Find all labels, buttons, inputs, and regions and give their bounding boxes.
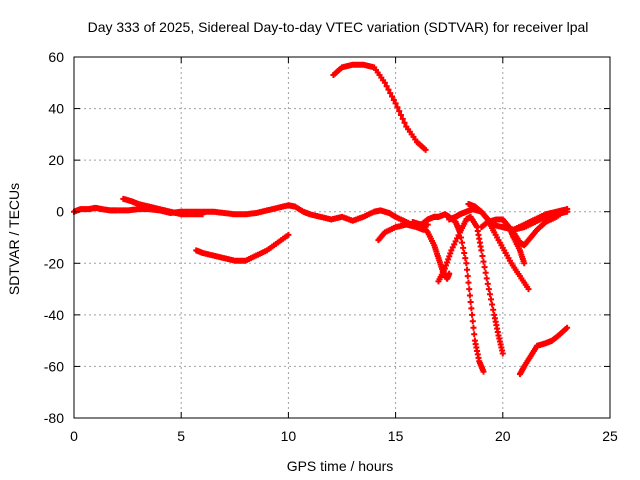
- series-arc-2: [120, 195, 206, 218]
- y-tick-label: -20: [44, 255, 64, 271]
- series-arc-14: [516, 324, 571, 378]
- x-tick-label: 15: [388, 428, 404, 444]
- y-tick-label: 40: [48, 101, 64, 117]
- data-point: [460, 244, 467, 251]
- data-point: [488, 296, 495, 303]
- data-point: [466, 292, 473, 299]
- y-tick-label: 20: [48, 152, 64, 168]
- data-point: [464, 273, 471, 280]
- data-point: [481, 264, 488, 271]
- data-point: [479, 252, 486, 259]
- series-arc-11: [478, 216, 528, 267]
- y-axis-label: SDTVAR / TECUs: [6, 183, 22, 295]
- y-tick-label: -60: [44, 358, 64, 374]
- data-point: [469, 318, 476, 325]
- data-point: [489, 301, 496, 308]
- data-point: [564, 324, 571, 331]
- data-point: [463, 260, 470, 267]
- data-point: [387, 90, 394, 97]
- data-point: [285, 231, 292, 238]
- data-point: [490, 306, 497, 313]
- grid-lines: [74, 57, 610, 418]
- data-point: [469, 311, 476, 318]
- data-point: [485, 286, 492, 293]
- data-point: [447, 250, 454, 257]
- data-point: [525, 286, 532, 293]
- series-arc-3: [193, 231, 292, 264]
- data-point: [449, 244, 456, 251]
- x-tick-label: 20: [495, 428, 511, 444]
- data-point: [389, 93, 396, 100]
- data-point: [480, 368, 487, 375]
- data-point: [484, 280, 491, 287]
- x-axis-label: GPS time / hours: [287, 458, 394, 474]
- data-point: [470, 324, 477, 331]
- plot-frame: [73, 56, 611, 419]
- axes: [73, 56, 611, 419]
- data-point: [499, 350, 506, 357]
- y-tick-label: 60: [48, 49, 64, 65]
- y-tick-label: -80: [44, 410, 64, 426]
- y-tick-label: -40: [44, 307, 64, 323]
- data-point: [385, 86, 392, 93]
- series-arc-4: [330, 61, 429, 153]
- data-point: [462, 255, 469, 262]
- data-point: [455, 232, 462, 239]
- data-series: [71, 61, 571, 378]
- data-point: [442, 262, 449, 269]
- series-arc-8: [435, 213, 506, 357]
- data-point: [466, 286, 473, 293]
- data-point: [521, 260, 528, 267]
- data-point: [422, 146, 429, 153]
- chart-title: Day 333 of 2025, Sidereal Day-to-day VTE…: [88, 19, 589, 35]
- data-point: [459, 239, 466, 246]
- data-point: [401, 119, 408, 126]
- series-arc-13: [499, 206, 571, 233]
- data-point: [446, 270, 453, 277]
- data-point: [461, 249, 468, 256]
- data-point: [467, 298, 474, 305]
- data-point: [396, 108, 403, 115]
- data-point: [444, 259, 451, 266]
- data-point: [394, 104, 401, 111]
- data-point: [454, 235, 461, 242]
- data-point: [483, 275, 490, 282]
- data-point: [448, 247, 455, 254]
- data-point: [468, 305, 475, 312]
- data-point: [564, 206, 571, 213]
- data-point: [381, 79, 388, 86]
- data-point: [482, 269, 489, 276]
- data-point: [441, 265, 448, 272]
- data-point: [392, 100, 399, 107]
- y-tick-label: 0: [56, 204, 64, 220]
- x-tick-label: 0: [70, 428, 78, 444]
- series-arc-6: [409, 211, 487, 375]
- series-arc-1: [71, 202, 431, 231]
- data-point: [471, 331, 478, 338]
- data-point: [397, 112, 404, 119]
- data-point: [424, 221, 431, 228]
- tick-labels: 0 5 10 15 20 25 -80 -60 -40 -20 0 20 40 60: [44, 49, 618, 444]
- data-point: [383, 83, 390, 90]
- data-point: [478, 247, 485, 254]
- data-point: [399, 115, 406, 122]
- x-tick-label: 5: [177, 428, 185, 444]
- x-tick-label: 10: [281, 428, 297, 444]
- data-point: [452, 238, 459, 245]
- data-point: [199, 211, 206, 218]
- data-point: [464, 266, 471, 273]
- x-tick-label: 25: [602, 428, 618, 444]
- data-point: [446, 253, 453, 260]
- data-point: [445, 256, 452, 263]
- data-point: [486, 291, 493, 298]
- data-point: [451, 241, 458, 248]
- data-point: [480, 258, 487, 265]
- data-point: [390, 96, 397, 103]
- data-point: [465, 279, 472, 286]
